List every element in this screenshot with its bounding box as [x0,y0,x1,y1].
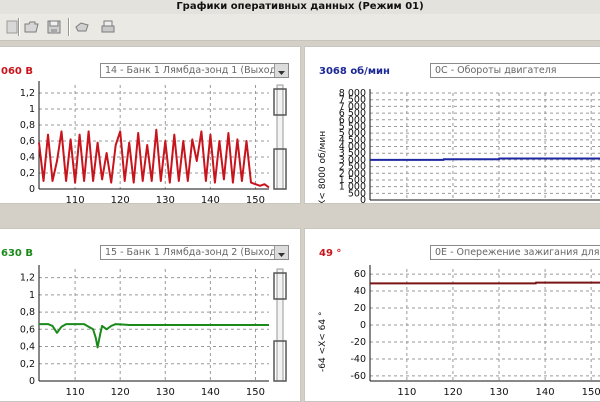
y-tick-label: 6 000 [339,115,366,126]
x-tick-label: 150 [246,195,265,203]
toolbar [0,14,600,41]
y-tick-label: 6 500 [339,108,366,119]
y-tick-label: 0,2 [20,168,35,179]
parameter-select-value: 15 - Банк 1 Лямбда-зонд 2 (Выходнс [105,247,288,258]
parameter-select-value: 0C - Обороты двигателя [435,65,557,76]
series-line [39,323,269,349]
open-folder-icon[interactable] [24,19,40,35]
y-tick-label: 0,4 [20,342,35,353]
vertical-slider[interactable] [273,84,287,190]
parameter-select-value: 14 - Банк 1 Лямбда-зонд 1 (Выходнс [105,65,288,76]
y-tick-label: 0,2 [20,359,35,370]
y-tick-label: 3 000 [339,155,366,166]
current-value: 630 В [1,248,33,259]
y-tick-label: -20 [350,337,366,348]
y-tick-label: 5 000 [339,128,366,139]
save-icon[interactable] [46,19,62,35]
parameter-select[interactable]: 0E - Опережение зажигания для #1 [430,245,600,260]
y-tick-label: 3 500 [339,148,366,159]
toolbar-separator [18,18,20,36]
y-tick-label: 0,6 [20,324,35,335]
x-tick-label: 130 [156,387,175,398]
x-tick-label: 150 [246,387,265,398]
x-tick-label: 140 [201,387,220,398]
y-tick-label: 1 000 [339,182,366,193]
y-tick-label: 40 [354,286,366,297]
current-value: 3068 об/мин [319,66,390,77]
y-tick-label: 5 500 [339,121,366,132]
icon-a-icon[interactable] [4,19,20,35]
y-tick-label: 8 000 [339,88,366,99]
printer-icon[interactable] [100,19,116,35]
y-tick-label: 1 [29,290,35,301]
parameter-select-value: 0E - Опережение зажигания для #1 [435,247,600,258]
y-tick-label: 500 [348,188,366,199]
series-line [38,128,270,189]
x-tick-label: 110 [397,387,416,398]
x-tick-label: 120 [111,195,130,203]
y-tick-label: 4 500 [339,135,366,146]
y-tick-label: 2 000 [339,168,366,179]
line-chart: 60 40 20 0 -20 -40 -60 110 120 130 140 150 [350,265,600,398]
series-line [370,281,600,285]
current-value: 060 В [1,66,33,77]
current-value: 49 ° [319,248,342,259]
chart-panel-lambda-2: 630 В 15 - Банк 1 Лямбда-зонд 2 (Выходнс… [0,228,301,402]
x-tick-label: 140 [201,195,220,203]
y-tick-label: 7 500 [339,95,366,106]
x-tick-label: 120 [443,387,462,398]
y-tick-label: 0,8 [20,307,35,318]
chart-panel-lambda-1: 060 В 14 - Банк 1 Лямбда-зонд 1 (Выходнс… [0,46,301,204]
y-tick-label: 20 [354,303,366,314]
y-tick-label: -60 [350,371,366,382]
title-bar: Графики оперативных данных (Режим 01) [0,0,600,15]
line-chart: 1,2 1 0,8 0,6 0,4 0,2 0 110 120 130 140 150 [20,81,287,203]
y-tick-label: 0 [360,195,366,203]
x-tick-label: 140 [536,387,555,398]
y-tick-label: 1,2 [20,88,35,99]
chart-panel-ignition-timing: 49 ° 0E - Опережение зажигания для #1 -6… [304,228,600,402]
y-tick-label: 4 000 [339,142,366,153]
chart-panel-engine-rpm: 3068 об/мин 0C - Обороты двигателя 0 <X<… [304,46,600,204]
x-tick-label: 150 [582,387,600,398]
series-line [370,157,600,161]
chevron-down-icon[interactable] [274,64,288,77]
y-tick-label: 0 [360,320,366,331]
x-tick-label: 120 [111,387,130,398]
toolbar-separator [68,18,70,36]
parameter-select[interactable]: 15 - Банк 1 Лямбда-зонд 2 (Выходнс [100,245,289,260]
vertical-slider[interactable] [273,268,287,382]
y-tick-label: 0,4 [20,152,35,163]
x-tick-label: 130 [489,387,508,398]
chevron-down-icon[interactable] [274,246,288,259]
y-tick-label: 7 000 [339,101,366,112]
window-title: Графики оперативных данных (Режим 01) [176,1,424,12]
y-tick-label: 0,8 [20,120,35,131]
parameter-select[interactable]: 14 - Банк 1 Лямбда-зонд 1 (Выходнс [100,63,289,78]
y-tick-label: 60 [354,269,366,280]
x-tick-label: 110 [66,387,85,398]
y-tick-label: 1 [29,104,35,115]
parameter-select[interactable]: 0C - Обороты двигателя [430,63,600,78]
y-tick-label: 1 500 [339,175,366,186]
x-tick-label: 130 [156,195,175,203]
y-tick-label: 0 [29,184,35,195]
y-tick-label: 1,2 [20,273,35,284]
y-tick-label: 0 [29,376,35,387]
y-tick-label: -40 [350,354,366,365]
x-tick-label: 110 [66,195,85,203]
print-icon[interactable] [74,19,90,35]
line-chart: 1,2 1 0,8 0,6 0,4 0,2 0 110 120 130 140 150 [20,265,287,398]
y-tick-label: 2 500 [339,162,366,173]
y-tick-label: 0,6 [20,136,35,147]
